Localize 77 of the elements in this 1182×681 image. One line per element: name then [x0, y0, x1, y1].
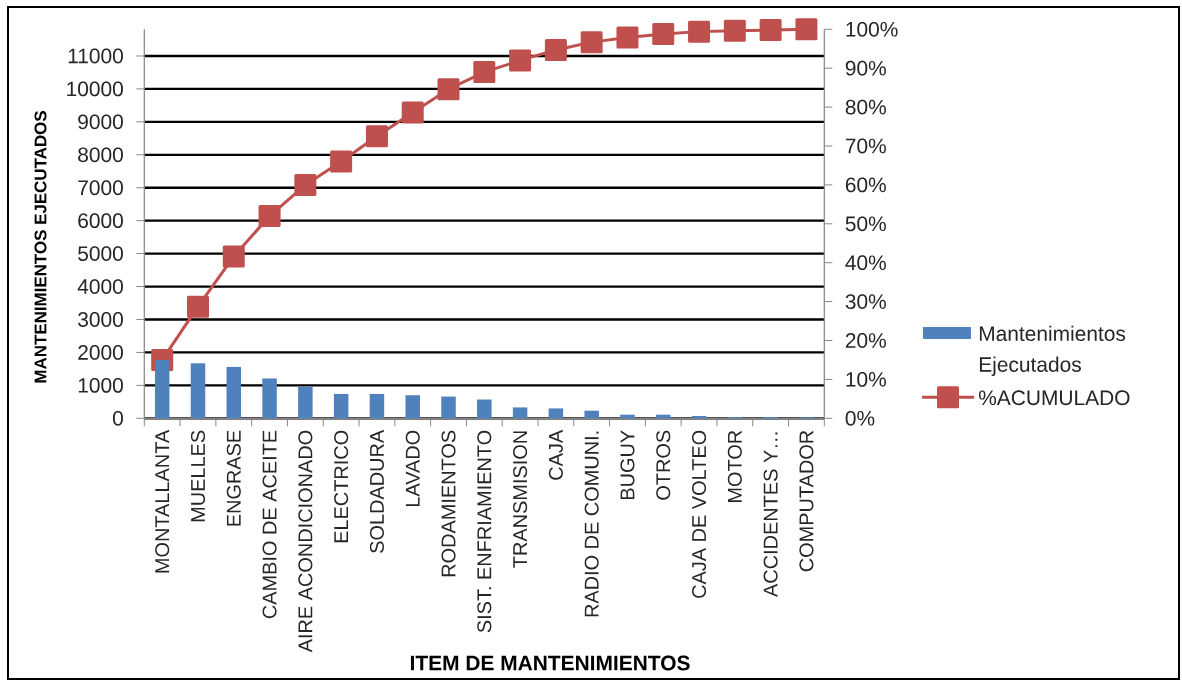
bar: [226, 366, 242, 419]
y-axis-title: MANTENIMIENTOS EJECUTADOS: [34, 111, 47, 383]
y-tick-label: 0: [112, 410, 123, 426]
y-tick-label: 1000: [78, 377, 123, 393]
point: [544, 38, 567, 61]
x-tick-label: CAJA DE VOLTEO: [692, 430, 707, 598]
bar: [405, 395, 420, 419]
bar: [190, 363, 206, 419]
legend-label: %ACUMULADO: [978, 390, 1130, 406]
point: [473, 61, 496, 84]
bar: [512, 407, 528, 419]
point: [723, 19, 746, 42]
y-tick-label: 11000: [68, 48, 123, 64]
x-tick-label: SIST. ENFRIAMIENTO: [477, 430, 492, 633]
point: [186, 295, 209, 318]
y2-tick-label: 50%: [845, 216, 886, 232]
point: [294, 173, 317, 196]
x-tick-label: ELECTRICO: [334, 430, 349, 543]
legend-label: Mantenimientos Ejecutados: [979, 325, 1126, 377]
x-tick-label: ENGRASE: [226, 430, 241, 526]
x-tick-label: RADIO DE COMUNI.: [584, 431, 599, 617]
point: [688, 20, 711, 43]
x-tick-label: RODAMIENTOS: [441, 430, 456, 577]
y2-tick-label: 40%: [845, 255, 886, 271]
y2-tick-label: 30%: [845, 294, 886, 309]
bar: [298, 386, 313, 419]
y2-tick-label: 80%: [845, 99, 886, 115]
point: [365, 125, 388, 148]
x-tick-label: MOTOR: [727, 430, 742, 502]
y2-tick-label: 60%: [845, 177, 886, 193]
bar: [584, 410, 599, 419]
point: [401, 101, 424, 124]
x-tick-label: ACCIDENTES Y…: [763, 432, 778, 597]
x-tick-label: MUELLES: [190, 430, 206, 522]
y-tick-label: 6000: [78, 213, 123, 229]
x-tick-label: OTROS: [656, 430, 671, 500]
point: [795, 18, 818, 41]
x-tick-label: BUGUY: [620, 430, 635, 500]
y2-tick-label: 100%: [846, 21, 898, 37]
point: [759, 19, 782, 42]
point: [437, 78, 460, 101]
y-tick-label: 10000: [67, 81, 123, 97]
x-tick-label: TRANSMISION: [513, 431, 528, 568]
y-tick-label: 8000: [78, 147, 123, 163]
y-tick-label: 9000: [78, 114, 123, 130]
y2-tick-label: 70%: [845, 138, 886, 154]
x-tick-label: COMPUTADOR: [799, 430, 814, 572]
y-tick-label: 4000: [77, 279, 123, 294]
y-tick-label: 3000: [78, 312, 123, 327]
y2-tick-label: 10%: [846, 371, 886, 387]
bar: [369, 393, 385, 419]
x-tick-label: CAMBIO DE ACEITE: [262, 430, 277, 619]
bar: [548, 408, 564, 419]
bar: [477, 399, 492, 419]
x-axis-title: ITEM DE MANTENIMIENTOS: [410, 655, 690, 671]
bar: [441, 396, 456, 419]
point: [509, 49, 532, 72]
point: [616, 26, 639, 49]
y-tick-label: 7000: [78, 180, 123, 196]
y2-tick-label: 20%: [845, 333, 886, 348]
point: [580, 31, 603, 54]
bar: [154, 360, 170, 419]
y2-tick-label: 0%: [845, 410, 875, 426]
x-tick-label: SOLDADURA: [369, 429, 384, 553]
y2-tick-label: 90%: [845, 60, 886, 76]
point: [330, 150, 353, 173]
bar: [333, 393, 349, 419]
x-tick-label: CAJA: [548, 429, 563, 480]
y-tick-label: 2000: [78, 345, 123, 360]
x-tick-label: AIRE ACONDICIONADO: [298, 430, 313, 653]
point: [222, 245, 245, 268]
x-tick-label: LAVADO: [405, 430, 420, 507]
bar: [262, 378, 277, 419]
y-tick-label: 5000: [78, 246, 123, 262]
x-tick-label: MONTALLANTA: [155, 429, 170, 573]
point: [258, 205, 281, 228]
point: [652, 22, 675, 45]
